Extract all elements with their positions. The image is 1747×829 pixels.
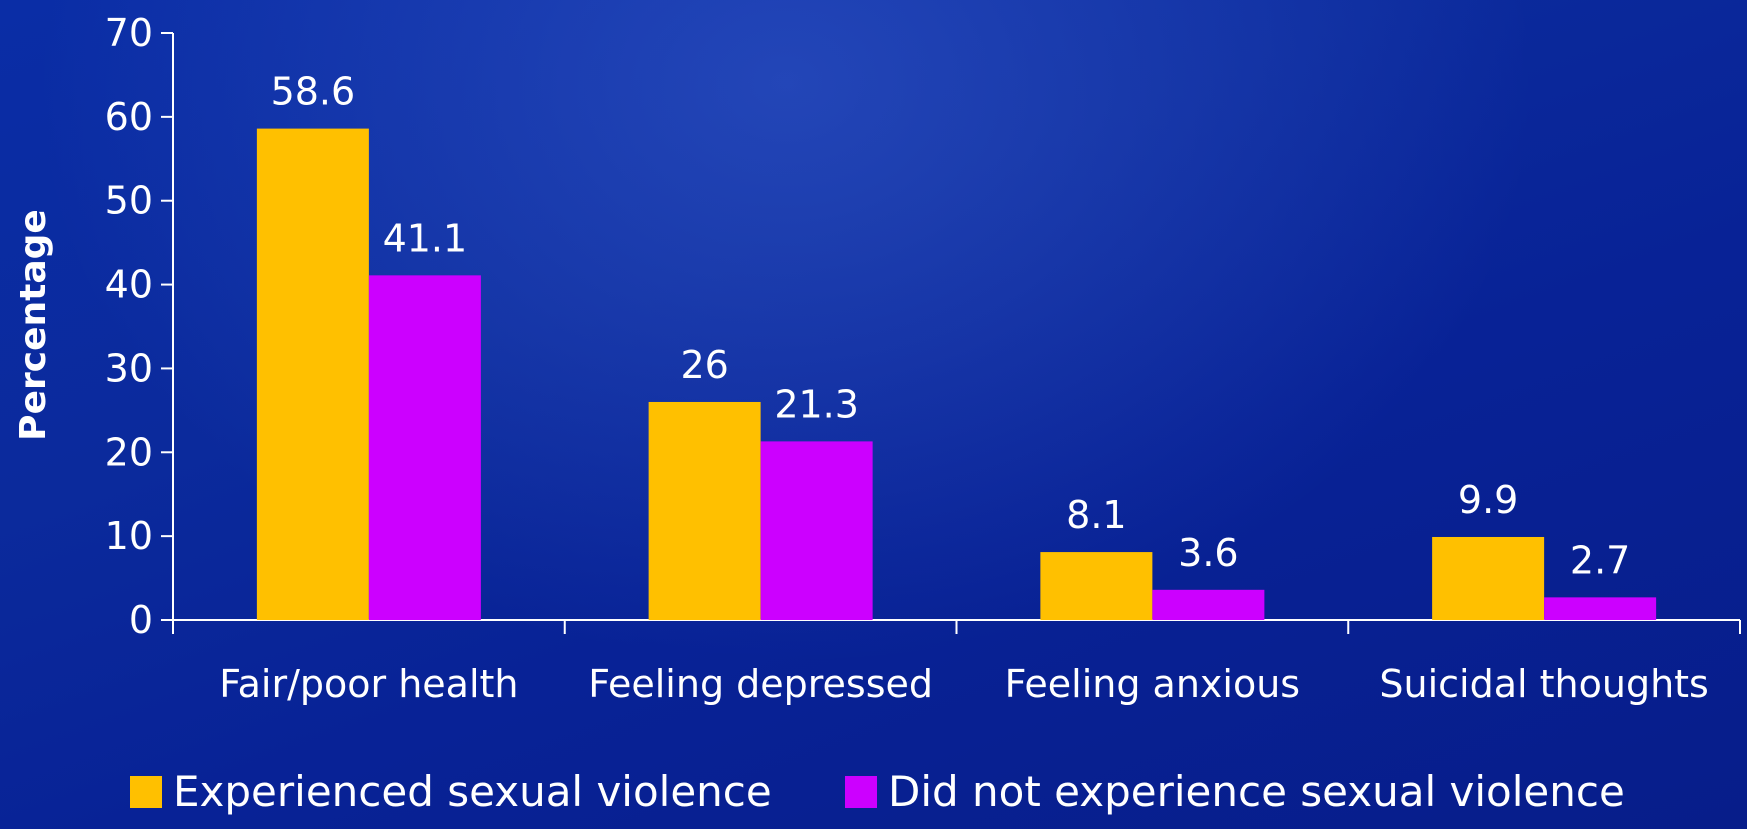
legend-swatch: [130, 776, 162, 808]
y-tick-label: 70: [105, 11, 153, 55]
legend-swatch: [845, 776, 877, 808]
data-label: 2.7: [1570, 538, 1630, 582]
bar-not-experienced: [1152, 589, 1265, 620]
data-label: 3.6: [1178, 531, 1238, 575]
data-label: 41.1: [383, 216, 468, 260]
bar-experienced: [256, 128, 369, 620]
bar-experienced: [1040, 552, 1153, 620]
category-labels: Fair/poor health Feeling depressed Feeling…: [219, 662, 1709, 706]
data-labels: 58.6 41.1 26 21.3 8.1 3.6 9.9 2.7: [271, 70, 1631, 583]
y-axis-title: Percentage: [13, 209, 54, 441]
bars: [256, 128, 1657, 620]
category-label: Suicidal thoughts: [1379, 662, 1708, 706]
legend-label: Did not experience sexual violence: [888, 767, 1625, 816]
y-tick-label: 20: [105, 430, 153, 474]
bar-experienced: [1432, 536, 1545, 620]
y-tick-label: 40: [105, 263, 153, 307]
x-axis: [172, 619, 1741, 634]
data-label: 9.9: [1458, 478, 1518, 522]
legend: Experienced sexual violence Did not exper…: [130, 767, 1625, 816]
data-label: 58.6: [271, 70, 356, 114]
y-axis: 0 10 20 30 40 50 60 70: [105, 11, 174, 642]
data-label: 26: [680, 343, 728, 387]
y-tick-label: 60: [105, 95, 153, 139]
y-tick-label: 0: [129, 598, 153, 642]
data-label: 21.3: [774, 382, 859, 426]
legend-label: Experienced sexual violence: [173, 767, 772, 816]
category-label: Feeling depressed: [588, 662, 933, 706]
bar-not-experienced: [760, 441, 873, 620]
bar-not-experienced: [368, 275, 481, 620]
y-tick-label: 10: [105, 514, 153, 558]
bar-not-experienced: [1544, 597, 1657, 620]
y-tick-label: 50: [105, 179, 153, 223]
data-label: 8.1: [1066, 493, 1126, 537]
bar-experienced: [648, 401, 761, 620]
y-tick-label: 30: [105, 346, 153, 390]
category-label: Fair/poor health: [219, 662, 518, 706]
category-label: Feeling anxious: [1005, 662, 1300, 706]
